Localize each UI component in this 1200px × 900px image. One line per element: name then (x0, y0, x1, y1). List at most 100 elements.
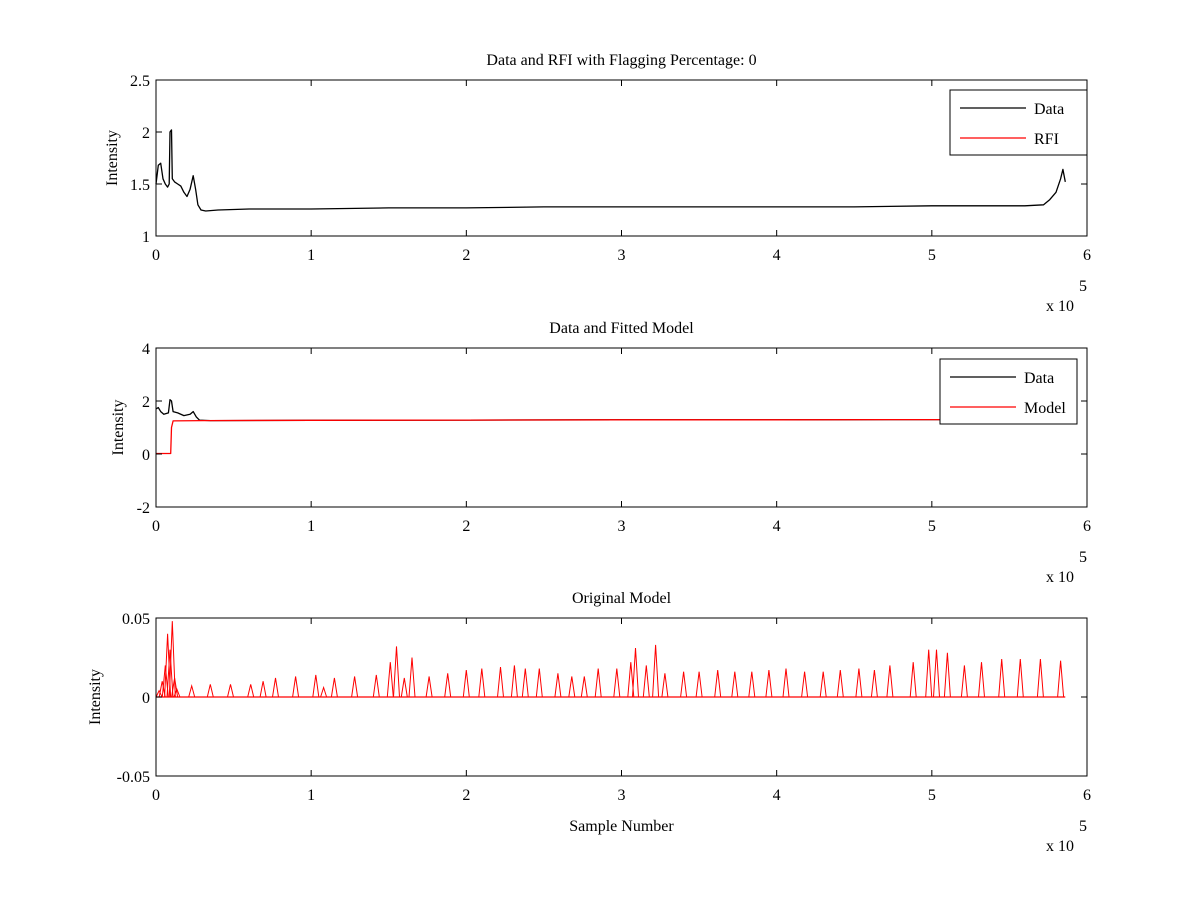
x-tick-label: 6 (1083, 247, 1091, 264)
spike-22 (393, 646, 400, 698)
x-scale-multiplier: x 10 (1046, 569, 1074, 586)
spike-43 (680, 671, 688, 698)
plot-area (156, 348, 1087, 507)
x-tick-label: 0 (152, 518, 160, 535)
y-tick-label: 0 (142, 447, 150, 464)
spike-18 (330, 677, 338, 698)
spike-65 (1057, 660, 1065, 698)
spike-23 (400, 677, 408, 698)
x-tick-label: 1 (307, 787, 315, 804)
spike-28 (478, 668, 486, 698)
y-tick-label: 0.05 (122, 611, 150, 628)
y-tick-label: -0.05 (117, 769, 150, 786)
spike-4 (164, 633, 172, 698)
spike-47 (748, 671, 756, 698)
spike-13 (259, 681, 267, 698)
spike-57 (925, 649, 933, 698)
x-tick-label: 6 (1083, 787, 1091, 804)
x-tick-label: 5 (928, 787, 936, 804)
spike-59 (943, 652, 951, 698)
x-scale-exponent: 5 (1079, 278, 1087, 295)
spike-1 (155, 689, 163, 698)
spike-46 (731, 671, 739, 698)
spike-34 (568, 676, 576, 698)
spike-11 (227, 684, 234, 698)
y-axis-label: Intensity (110, 400, 127, 456)
x-tick-label: 3 (618, 787, 626, 804)
spike-64 (1036, 659, 1044, 698)
legend-box (939, 358, 1078, 425)
x-tick-label: 5 (928, 247, 936, 264)
spike-31 (521, 668, 529, 698)
spike-36 (594, 668, 602, 698)
x-scale-exponent: 5 (1079, 818, 1087, 835)
x-tick-label: 0 (152, 787, 160, 804)
spike-12 (247, 684, 255, 698)
x-tick-label: 3 (618, 518, 626, 535)
spike-45 (714, 670, 722, 698)
spike-21 (386, 662, 394, 698)
x-tick-label: 1 (307, 518, 315, 535)
spike-10 (206, 684, 214, 698)
spike-53 (855, 668, 863, 698)
spike-50 (801, 671, 809, 698)
legend: Data Model (939, 358, 1078, 425)
y-tick-label: 1 (142, 229, 150, 246)
subplot-title: Original Model (572, 590, 672, 607)
spike-24 (408, 657, 416, 698)
spike-14 (272, 677, 279, 698)
spike-62 (998, 659, 1006, 698)
spike-5 (166, 649, 174, 698)
y-tick-label: 2.5 (130, 73, 150, 90)
legend-label-rfi: RFI (1034, 131, 1059, 148)
spike-27 (462, 670, 470, 698)
spike-52 (836, 670, 844, 698)
subplot-title: Data and Fitted Model (549, 320, 694, 337)
spike-49 (782, 668, 790, 698)
spike-26 (444, 673, 452, 698)
y-tick-label: 4 (142, 341, 150, 358)
spike-44 (695, 671, 703, 698)
x-tick-label: 0 (152, 247, 160, 264)
spike-20 (372, 674, 380, 698)
x-scale-multiplier: x 10 (1046, 838, 1074, 855)
legend: Data RFI (949, 89, 1088, 156)
spike-48 (765, 670, 773, 698)
spike-6 (168, 621, 176, 698)
subplot-title: Data and RFI with Flagging Percentage: 0 (486, 52, 756, 69)
legend-label-data: Data (1024, 370, 1054, 387)
x-tick-label: 2 (462, 787, 470, 804)
spike-55 (886, 665, 894, 698)
spike-17 (320, 685, 328, 698)
spike-60 (960, 665, 968, 698)
spike-29 (497, 666, 504, 698)
spike-54 (870, 670, 878, 698)
x-tick-label: 4 (773, 787, 781, 804)
y-tick-label: 1.5 (130, 177, 150, 194)
spike-37 (613, 668, 621, 698)
x-scale-exponent: 5 (1079, 549, 1087, 566)
y-tick-label: 0 (142, 690, 150, 707)
spike-2 (158, 681, 166, 698)
x-tick-label: 2 (462, 247, 470, 264)
x-tick-label: 6 (1083, 518, 1091, 535)
series-line-data (155, 129, 1066, 212)
y-tick-label: 2 (142, 394, 150, 411)
spike-33 (554, 673, 562, 698)
spike-25 (425, 676, 433, 698)
spike-19 (351, 676, 359, 698)
y-axis-label: Intensity (104, 130, 121, 186)
y-tick-label: -2 (137, 500, 150, 517)
spike-42 (661, 673, 669, 698)
x-tick-label: 3 (618, 247, 626, 264)
x-tick-label: 5 (928, 518, 936, 535)
spike-63 (1016, 659, 1024, 698)
y-tick-label: 2 (142, 125, 150, 142)
spike-32 (535, 668, 543, 698)
spike-40 (642, 665, 650, 698)
series-line-model (156, 418, 1066, 455)
spike-56 (909, 662, 917, 698)
